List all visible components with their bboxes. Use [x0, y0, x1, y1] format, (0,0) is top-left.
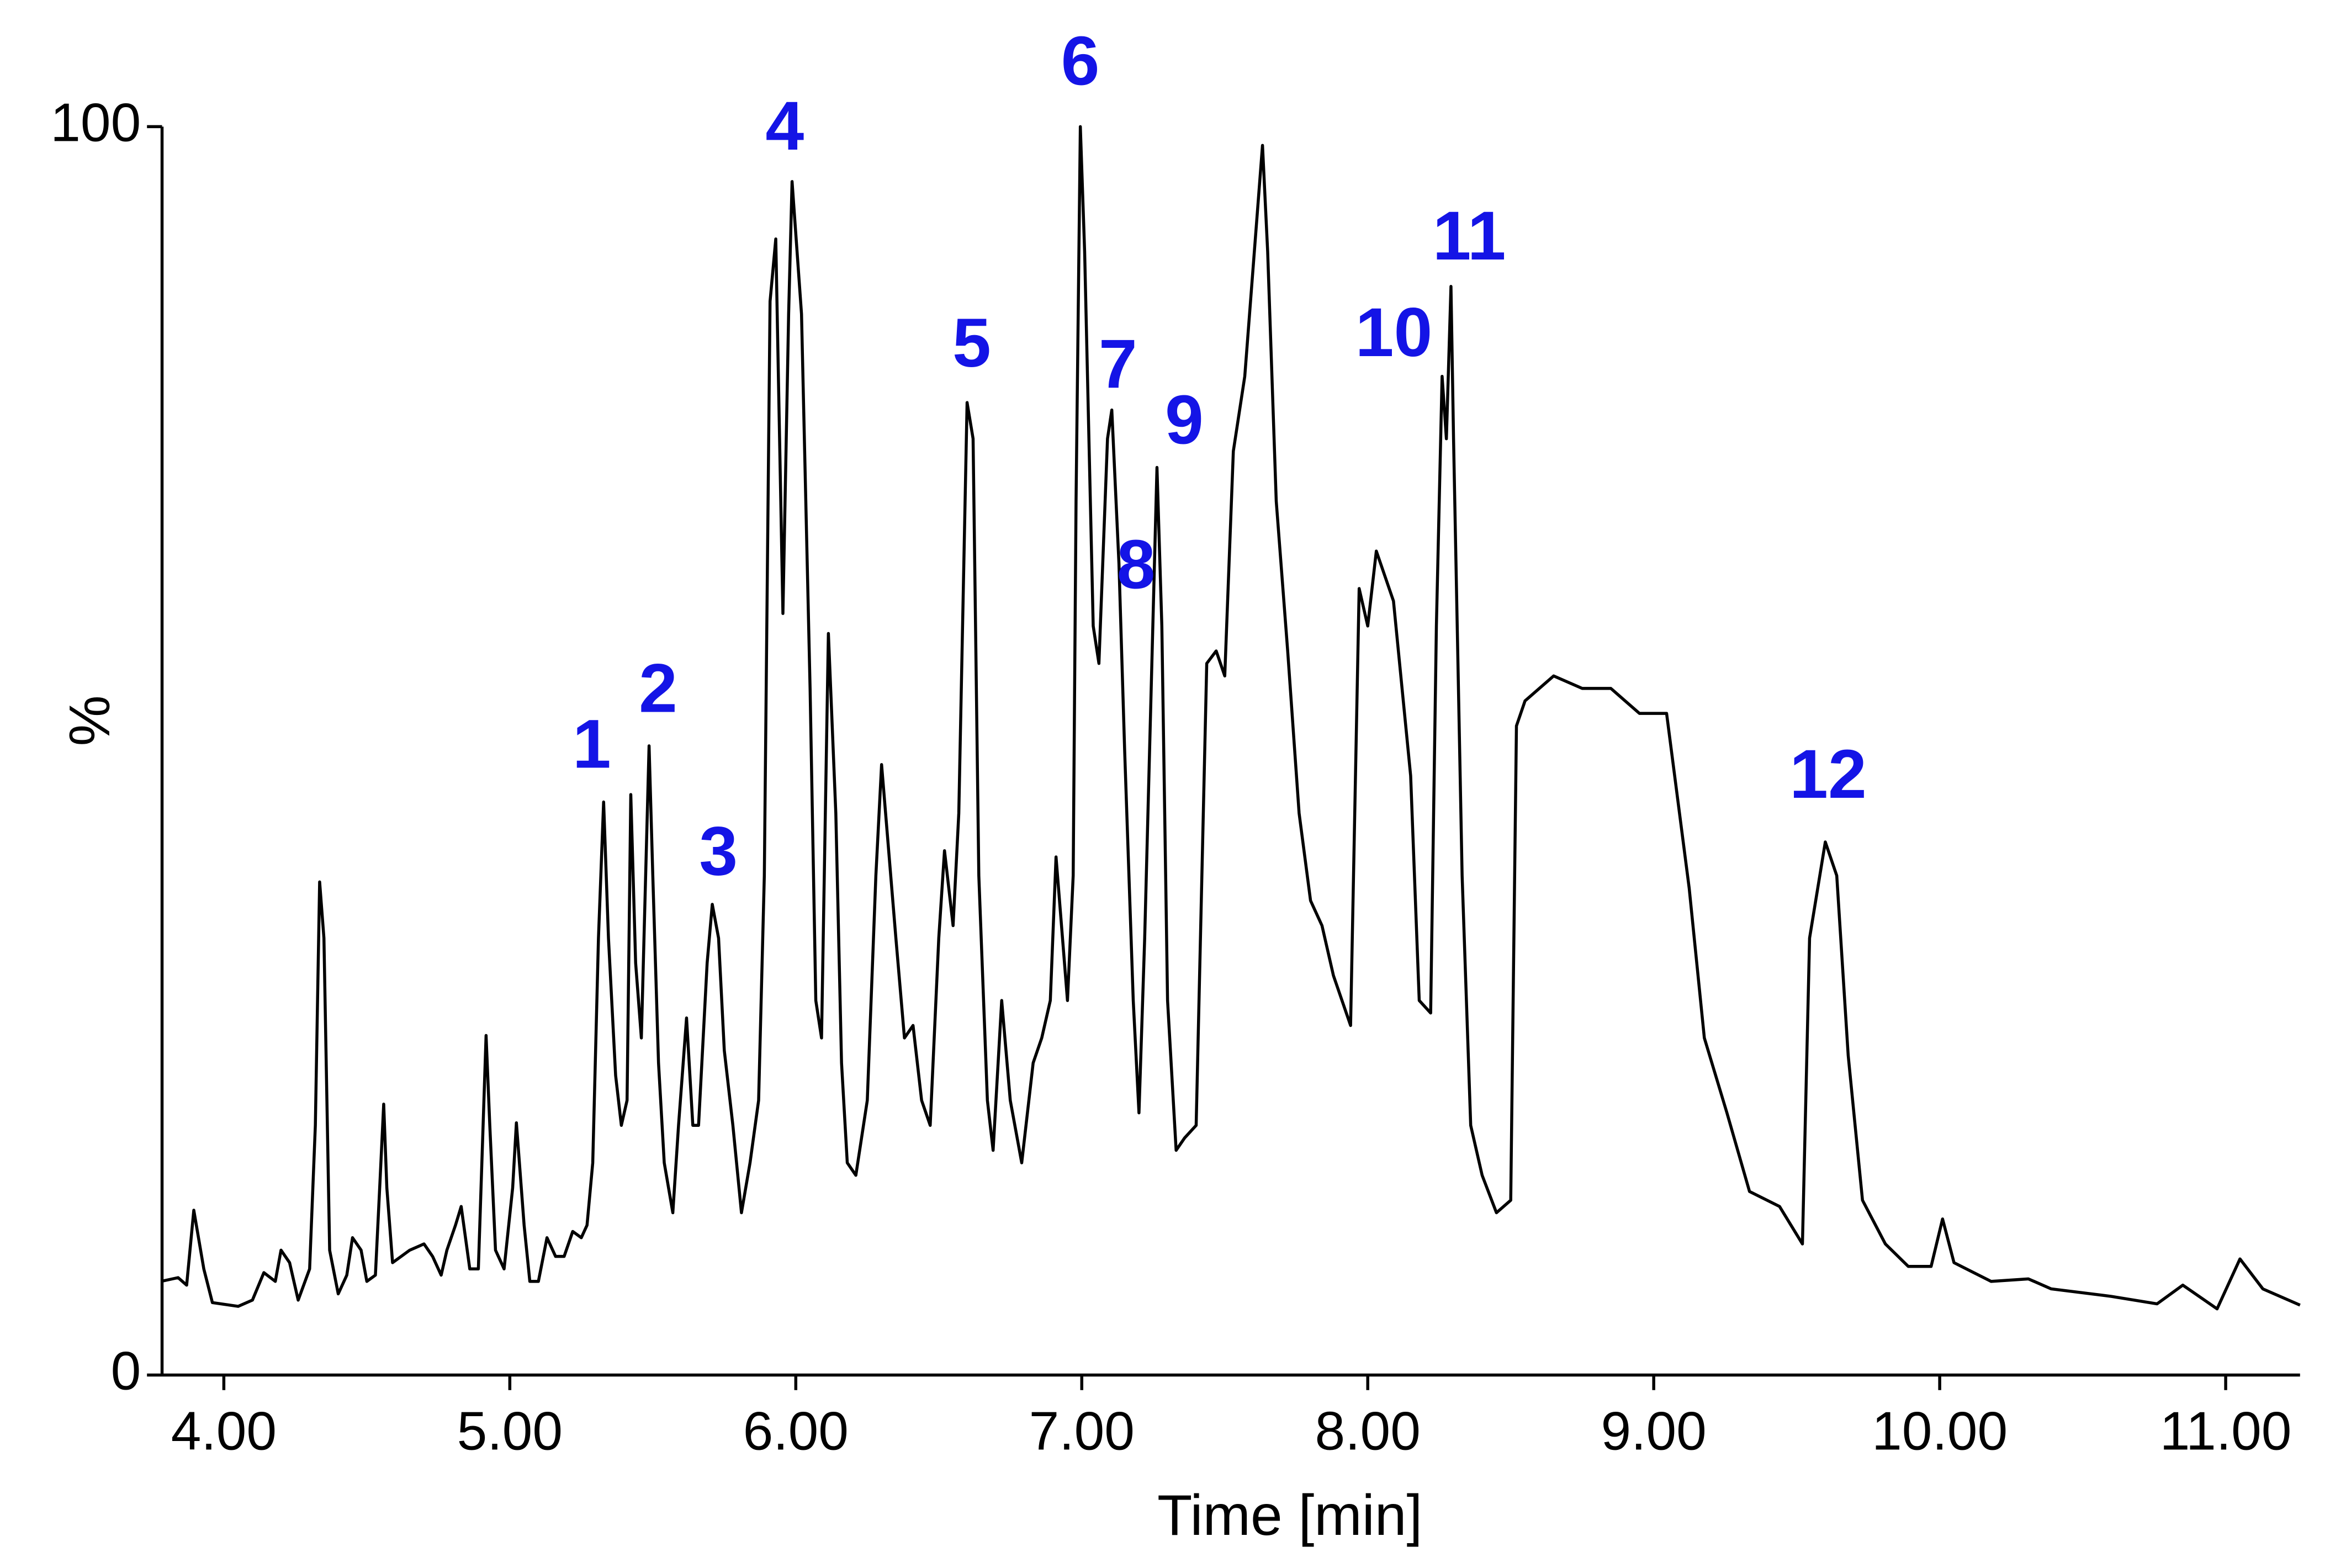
peak-label: 10 — [1355, 293, 1433, 371]
peak-label: 11 — [1433, 197, 1506, 274]
x-tick-label: 8.00 — [1315, 1401, 1421, 1461]
peak-label: 4 — [765, 87, 804, 165]
y-tick-label: 100 — [50, 92, 141, 152]
peak-label: 2 — [639, 649, 677, 727]
x-tick-label: 11.00 — [2160, 1401, 2292, 1461]
peak-label: 8 — [1117, 525, 1156, 603]
peak-label: 1 — [573, 704, 611, 782]
peak-label: 6 — [1061, 22, 1100, 99]
peak-label: 5 — [952, 304, 991, 382]
x-axis-label: Time [min] — [1157, 1483, 1422, 1547]
trace — [160, 125, 2301, 1311]
y-axis-label: % — [57, 695, 121, 746]
x-tick-label: 6.00 — [743, 1401, 849, 1461]
peak-label: 12 — [1789, 735, 1867, 813]
x-tick-label: 7.00 — [1029, 1401, 1135, 1461]
x-tick-label: 5.00 — [457, 1401, 563, 1461]
peak-label: 3 — [699, 812, 738, 889]
peak-label: 9 — [1165, 380, 1204, 458]
x-tick-label: 9.00 — [1601, 1401, 1707, 1461]
x-tick-label: 10.00 — [1872, 1401, 2008, 1461]
x-tick-label: 4.00 — [171, 1401, 277, 1461]
peak-label: 7 — [1099, 325, 1137, 402]
y-tick-label: 0 — [111, 1340, 141, 1401]
